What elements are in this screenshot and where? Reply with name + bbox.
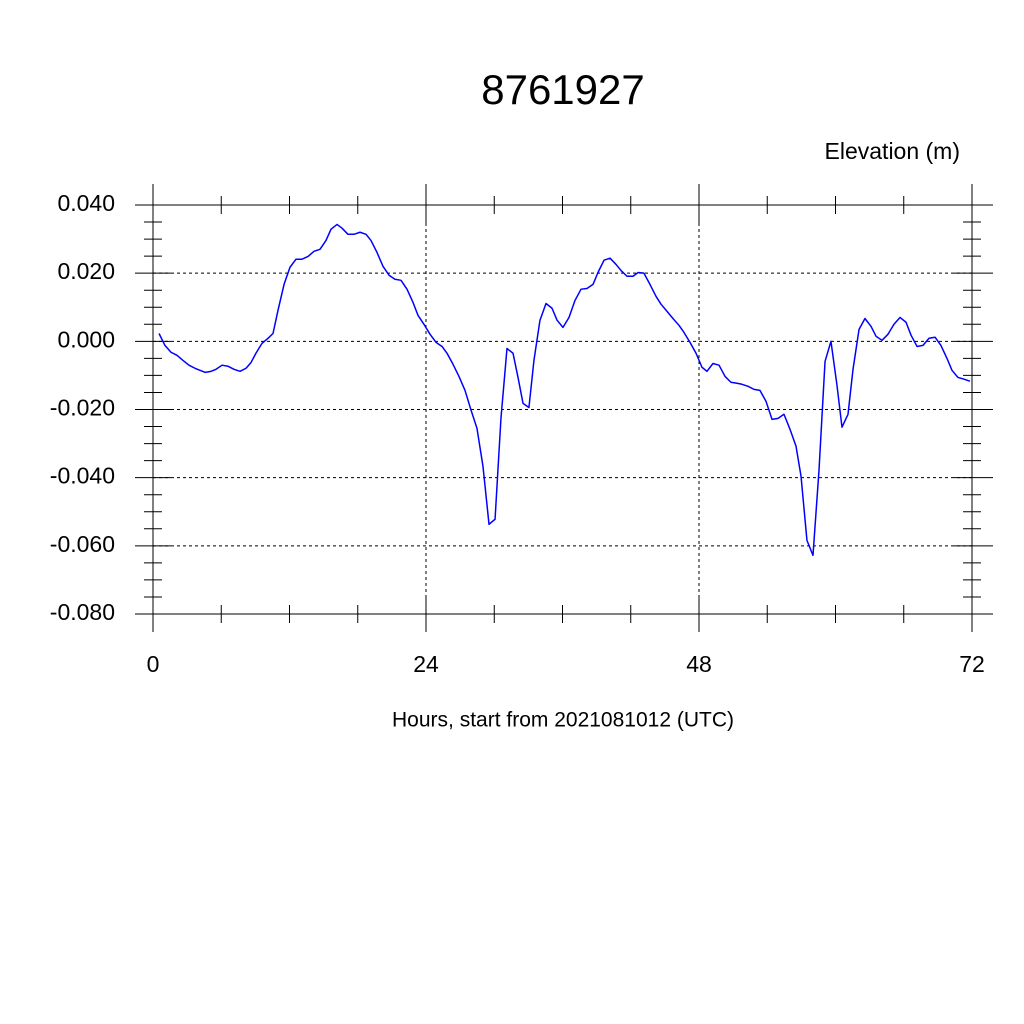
y-tick-label: -0.020: [50, 395, 115, 421]
chart-title: 8761927: [481, 66, 645, 113]
x-tick-label: 24: [413, 651, 439, 677]
y-tick-label: 0.020: [57, 258, 115, 284]
y-tick-label: 0.000: [57, 326, 115, 352]
x-tick-label: 48: [686, 651, 712, 677]
y-tick-label: -0.080: [50, 599, 115, 625]
y-tick-label: 0.040: [57, 190, 115, 216]
y-tick-label: -0.040: [50, 463, 115, 489]
x-tick-label: 0: [147, 651, 160, 677]
x-tick-label: 72: [959, 651, 985, 677]
y-axis-label: Elevation (m): [825, 138, 960, 164]
data-line: [158, 223, 971, 557]
y-tick-label: -0.060: [50, 531, 115, 557]
x-axis-label: Hours, start from 2021081012 (UTC): [392, 709, 734, 732]
